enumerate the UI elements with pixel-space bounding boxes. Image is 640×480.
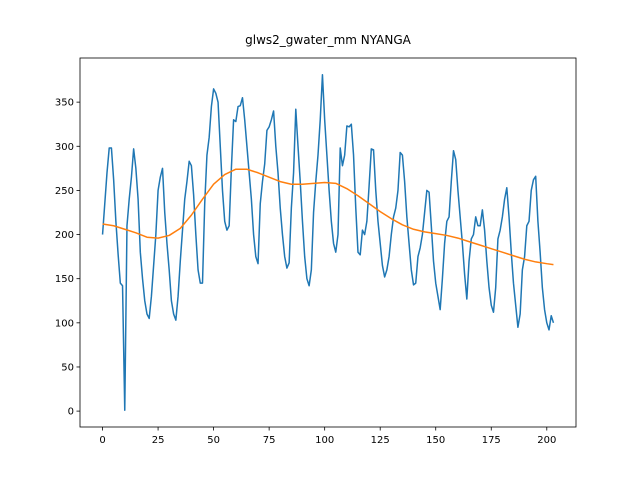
y-tick-label: 200 xyxy=(55,230,74,241)
x-tick-label: 150 xyxy=(426,435,445,446)
x-tick-label: 25 xyxy=(152,435,165,446)
x-tick-label: 125 xyxy=(371,435,390,446)
data-line xyxy=(101,74,555,411)
x-tick-label: 75 xyxy=(263,435,276,446)
x-tick-label: 0 xyxy=(99,435,105,446)
y-tick-label: 300 xyxy=(55,142,74,153)
chart-title: glws2_gwater_mm NYANGA xyxy=(245,33,412,47)
y-tick-label: 150 xyxy=(55,274,74,285)
x-tick-label: 200 xyxy=(537,435,556,446)
data-line xyxy=(102,168,554,266)
y-tick-label: 250 xyxy=(55,186,74,197)
x-tick-label: 175 xyxy=(482,435,501,446)
x-tick-label: 50 xyxy=(207,435,220,446)
plot-frame xyxy=(79,57,577,428)
y-tick-label: 100 xyxy=(55,318,74,329)
y-tick-label: 50 xyxy=(61,362,74,373)
y-tick-label: 0 xyxy=(68,407,74,418)
x-tick-label: 100 xyxy=(315,435,334,446)
y-tick-label: 350 xyxy=(55,98,74,109)
